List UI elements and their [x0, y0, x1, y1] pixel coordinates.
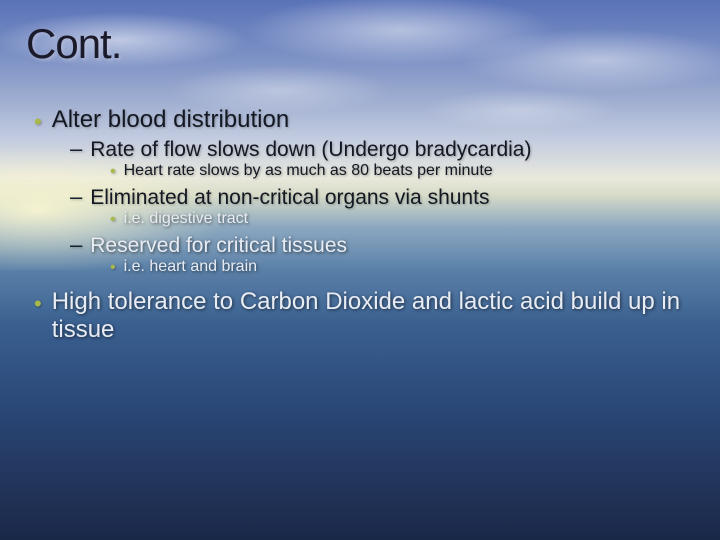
- bullet-lvl1: • High tolerance to Carbon Dioxide and l…: [34, 288, 690, 344]
- bullet-text: Heart rate slows by as much as 80 beats …: [124, 162, 493, 180]
- bullet-dot-icon: •: [34, 293, 42, 315]
- bullet-dot-icon: •: [110, 211, 116, 229]
- bullet-lvl3: • i.e. digestive tract: [110, 210, 690, 228]
- bullet-dot-icon: •: [110, 259, 116, 277]
- bullet-lvl2: – Rate of flow slows down (Undergo brady…: [70, 136, 690, 162]
- bullet-text: i.e. digestive tract: [124, 210, 249, 228]
- bullet-lvl2: – Eliminated at non-critical organs via …: [70, 184, 690, 210]
- slide-content: Cont. • Alter blood distribution – Rate …: [0, 0, 720, 540]
- bullet-text: i.e. heart and brain: [124, 258, 257, 276]
- bullet-dot-icon: •: [110, 163, 116, 181]
- bullet-dash-icon: –: [70, 184, 82, 210]
- bullet-text: Alter blood distribution: [52, 106, 289, 134]
- bullet-text: Reserved for critical tissues: [90, 234, 347, 258]
- bullet-lvl2: – Reserved for critical tissues: [70, 232, 690, 258]
- slide-title: Cont.: [26, 20, 690, 68]
- bullet-text: Eliminated at non-critical organs via sh…: [90, 186, 489, 210]
- bullet-text: Rate of flow slows down (Undergo bradyca…: [90, 138, 531, 162]
- bullet-text: High tolerance to Carbon Dioxide and lac…: [52, 288, 690, 344]
- bullet-lvl1: • Alter blood distribution: [34, 106, 690, 134]
- bullet-lvl3: • i.e. heart and brain: [110, 258, 690, 276]
- bullet-dash-icon: –: [70, 136, 82, 162]
- bullet-dash-icon: –: [70, 232, 82, 258]
- bullet-dot-icon: •: [34, 111, 42, 133]
- bullet-lvl3: • Heart rate slows by as much as 80 beat…: [110, 162, 690, 180]
